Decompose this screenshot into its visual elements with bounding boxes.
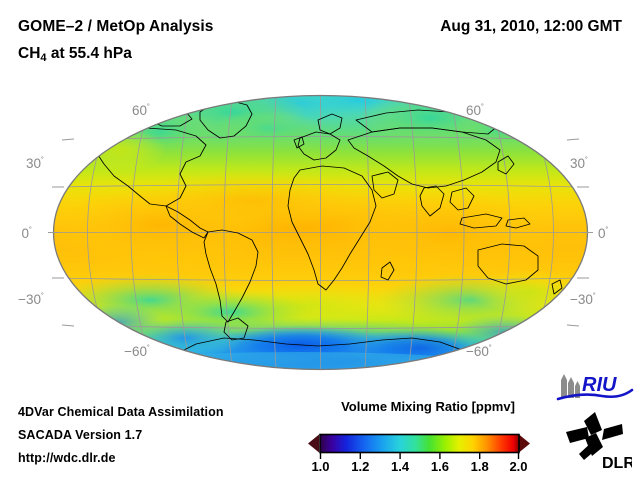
colorbar-under-cap: [308, 434, 319, 453]
dlr-logo: DLR: [566, 412, 632, 472]
colorbar-tick-5: 2.0: [509, 459, 527, 472]
colorbar-tick-1: 1.2: [351, 459, 369, 472]
riu-towers-icon: [561, 374, 580, 398]
map-panel: 60˚ 30˚ 0˚ −30˚ −60˚ 60˚ 30˚ 0˚: [18, 94, 609, 371]
colorbar-tick-0: 1.0: [311, 459, 329, 472]
footer-line-version: SACADA Version 1.7: [18, 428, 143, 442]
colorbar-tick-4: 1.8: [471, 459, 489, 472]
lat-label-right-m30: −30˚: [570, 292, 596, 307]
lat-label-right-60: 60˚: [466, 103, 484, 118]
mollweide-map: 60˚ 30˚ 0˚ −30˚ −60˚ 60˚ 30˚ 0˚: [18, 94, 609, 371]
lat-label-right-m60: −60˚: [466, 344, 492, 359]
datetime-label: Aug 31, 2010, 12:00 GMT: [440, 18, 622, 35]
riu-wordmark: RIU: [582, 374, 617, 396]
colorbar-over-cap: [519, 434, 530, 453]
colorbar: 1.0 1.2 1.4 1.6 1.8 2.0: [308, 433, 530, 472]
species-prefix: CH: [18, 45, 41, 62]
dlr-wordmark: DLR: [602, 455, 632, 472]
lat-label-right-0: 0˚: [598, 226, 609, 241]
species-suffix: at 55.4 hPa: [46, 45, 132, 62]
footer-line-method: 4DVar Chemical Data Assimilation: [18, 405, 224, 419]
lat-label-left-m60: −60˚: [124, 344, 150, 359]
colorbar-ticks: [319, 453, 520, 459]
page-title: GOME–2 / MetOp Analysis: [18, 18, 214, 35]
lat-label-left-30: 30˚: [26, 156, 44, 171]
coastlines: [69, 100, 563, 370]
lat-label-left-60: 60˚: [132, 103, 150, 118]
riu-swoosh-icon: [556, 388, 634, 401]
lat-label-left-0: 0˚: [21, 226, 32, 241]
colorbar-title: Volume Mixing Ratio [ppmv]: [341, 399, 515, 414]
lat-label-left-m30: −30˚: [18, 292, 44, 307]
lat-ticks: [48, 138, 593, 327]
species-subscript: 4: [40, 52, 47, 64]
dlr-pinwheel-icon: [566, 412, 623, 460]
colorbar-tick-3: 1.6: [431, 459, 449, 472]
lat-label-right-30: 30˚: [570, 156, 588, 171]
colorbar-bar: [319, 433, 520, 454]
species-level-label: CH4 at 55.4 hPa: [18, 45, 132, 64]
colorbar-tick-2: 1.4: [391, 459, 410, 472]
footer-line-url: http://wdc.dlr.de: [18, 451, 116, 465]
riu-logo: RIU: [556, 374, 634, 401]
